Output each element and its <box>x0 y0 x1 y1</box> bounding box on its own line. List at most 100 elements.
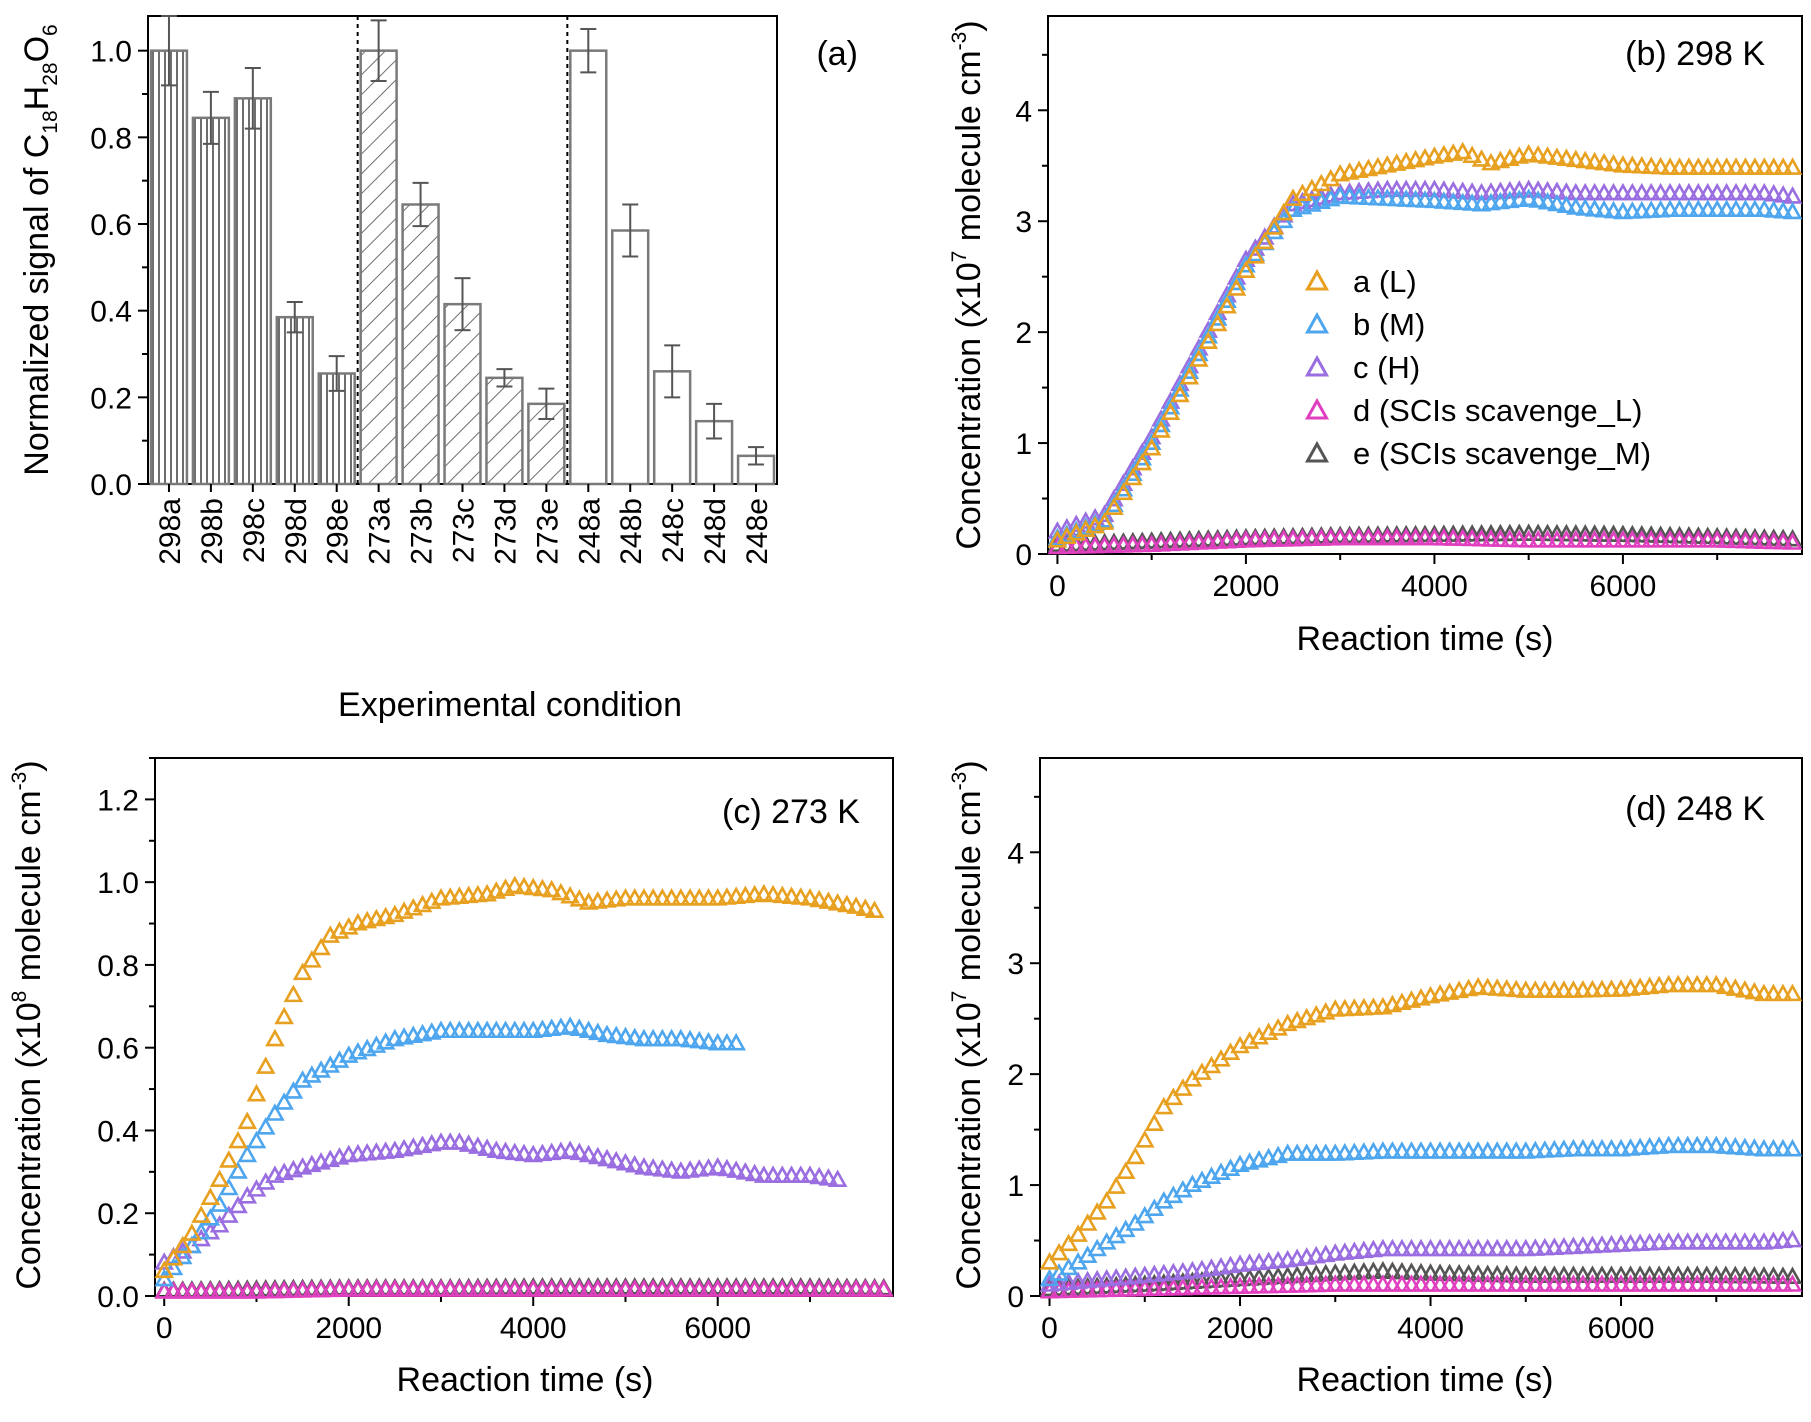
data-point <box>1236 530 1256 548</box>
data-point <box>615 1026 636 1045</box>
data-point <box>763 1165 783 1183</box>
data-point <box>661 888 682 906</box>
data-point <box>1154 1273 1174 1291</box>
y-tick-label: 0.6 <box>97 1033 139 1066</box>
data-point <box>1249 1276 1269 1294</box>
x-tick-label: 6000 <box>1590 570 1657 603</box>
data-point <box>1620 1274 1641 1292</box>
data-point <box>1573 980 1593 998</box>
data-point <box>1151 414 1171 433</box>
data-point <box>560 1140 580 1159</box>
data-point <box>1188 532 1209 550</box>
data-point <box>1405 179 1426 198</box>
data-point <box>1620 1233 1641 1252</box>
data-point <box>1575 150 1596 169</box>
data-point <box>1773 1274 1793 1292</box>
data-point <box>1726 157 1746 175</box>
data-point <box>1573 1265 1593 1283</box>
data-point <box>1725 1136 1746 1155</box>
data-point <box>1220 1269 1241 1287</box>
data-point <box>1198 331 1219 350</box>
data-point <box>560 1279 580 1297</box>
data-point <box>1535 1274 1555 1292</box>
data-point <box>1277 1265 1298 1284</box>
data-point <box>1601 1265 1622 1283</box>
data-point <box>1525 1274 1546 1292</box>
data-point <box>1315 1143 1336 1161</box>
data-point <box>163 1248 184 1266</box>
data-point <box>1735 157 1756 175</box>
data-point <box>1487 1141 1508 1159</box>
data-point <box>1452 524 1473 542</box>
data-point <box>1537 191 1558 210</box>
data-point <box>1763 1266 1784 1284</box>
data-point <box>486 1140 507 1159</box>
data-point <box>1630 1265 1650 1283</box>
data-point <box>1763 157 1784 175</box>
y-tick-label: 0.6 <box>90 209 132 242</box>
data-point <box>1641 530 1662 548</box>
y-tick-label: 2 <box>1015 317 1032 350</box>
data-point <box>495 1141 516 1160</box>
data-point <box>1211 1269 1231 1288</box>
data-point <box>1125 1146 1146 1165</box>
data-point <box>1537 523 1558 542</box>
data-point <box>597 1148 617 1167</box>
data-point <box>1306 1143 1327 1161</box>
data-point <box>1687 1135 1708 1154</box>
x-tick-label: 248e <box>741 498 774 565</box>
data-point <box>1677 1232 1698 1250</box>
series-b-m- <box>154 1016 746 1287</box>
data-point <box>1439 1274 1460 1292</box>
data-point <box>1528 180 1548 198</box>
data-point <box>1773 531 1793 550</box>
data-point <box>514 1020 534 1039</box>
data-point <box>191 1221 211 1240</box>
data-point <box>652 1159 673 1177</box>
data-point <box>440 1279 461 1297</box>
y-tick-label: 0.2 <box>90 382 132 415</box>
data-point <box>707 1032 728 1051</box>
data-point <box>1706 1135 1727 1154</box>
data-point <box>1687 1274 1708 1292</box>
data-point <box>1584 151 1605 170</box>
data-point <box>1179 529 1200 548</box>
data-point <box>1726 527 1746 545</box>
data-point <box>1592 1235 1612 1253</box>
data-point <box>1592 979 1612 998</box>
data-point <box>246 1281 267 1299</box>
legend-marker <box>1304 440 1330 463</box>
data-point <box>818 1168 839 1186</box>
data-point <box>1528 530 1548 548</box>
data-point <box>1554 1236 1574 1255</box>
data-point <box>1363 1274 1384 1292</box>
data-point <box>1677 1274 1698 1292</box>
data-point <box>1377 525 1398 543</box>
y-tick-label: 0.2 <box>97 1198 139 1231</box>
data-point <box>1094 532 1115 551</box>
data-point <box>514 1279 534 1297</box>
data-point <box>1601 979 1622 997</box>
data-point <box>1773 1230 1793 1249</box>
data-point <box>634 1157 654 1175</box>
data-point <box>1192 1270 1212 1289</box>
data-point <box>228 1195 248 1214</box>
label-part: -3 <box>948 32 971 51</box>
data-point <box>431 1279 451 1297</box>
data-point <box>1556 195 1577 214</box>
data-point <box>1528 190 1548 208</box>
label-part: Concentration (x10 <box>950 1002 988 1289</box>
data-point <box>1658 1265 1679 1283</box>
data-point <box>1565 530 1586 548</box>
data-point <box>1707 530 1727 548</box>
data-point <box>1745 157 1765 175</box>
data-point <box>1066 536 1087 554</box>
data-point <box>551 882 571 901</box>
data-point <box>1669 182 1690 201</box>
data-point <box>1104 494 1124 513</box>
data-point <box>809 889 830 908</box>
data-point <box>754 1279 774 1297</box>
data-point <box>172 1281 193 1299</box>
data-point <box>560 885 580 904</box>
data-point <box>837 1279 857 1297</box>
